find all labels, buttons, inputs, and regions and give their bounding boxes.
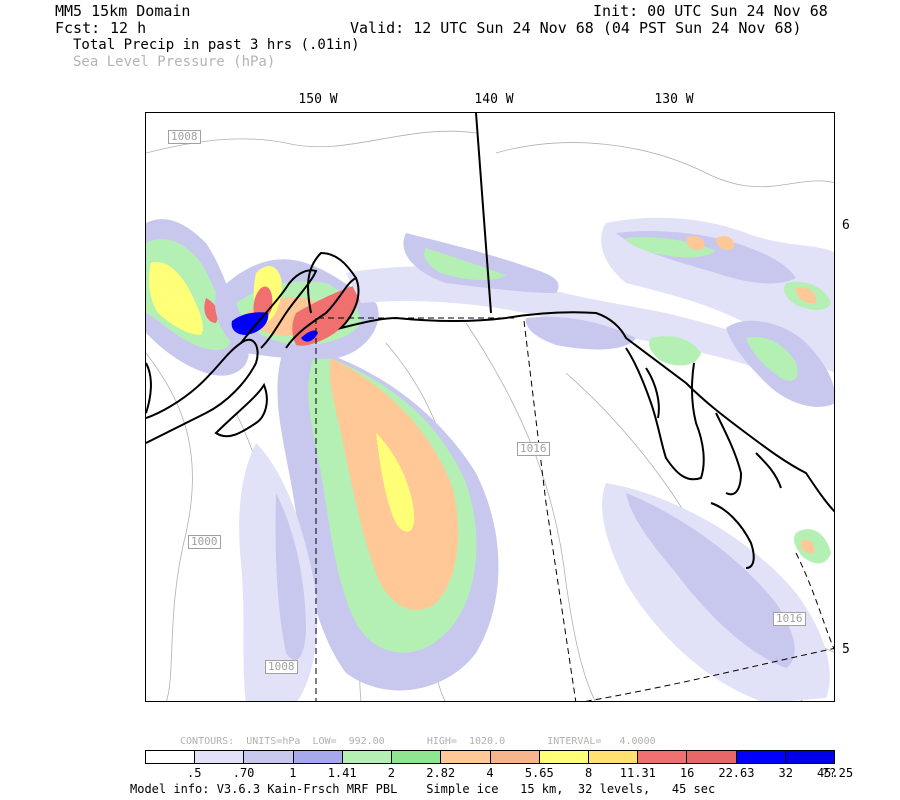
lon-label-130w: 130 W <box>654 92 694 107</box>
contour-label: 1000 <box>188 535 221 549</box>
lon-label-140w: 140 W <box>474 92 514 107</box>
colorbar-tick-label: 1.41 <box>327 766 357 780</box>
colorbar-cell <box>342 751 393 763</box>
domain-title: MM5 15km Domain <box>55 2 191 20</box>
colorbar-tick-label: .5 <box>187 766 202 780</box>
precip-colorbar <box>145 750 835 764</box>
contour-label: 1016 <box>773 612 806 626</box>
colorbar-tick-label: 22.63 <box>718 766 755 780</box>
valid-time: Valid: 12 UTC Sun 24 Nov 68 (04 PST Sun … <box>350 19 802 37</box>
lat-label-50n: 5 <box>842 642 850 657</box>
coastlines <box>146 113 834 569</box>
lon-label-150w: 150 W <box>298 92 338 107</box>
field-slp-title: Sea Level Pressure (hPa) <box>73 54 276 70</box>
precip-field <box>146 217 834 701</box>
model-info: Model info: V3.6.3 Kain-Frsch MRF PBL Si… <box>130 782 716 796</box>
boundary-lines <box>315 317 834 701</box>
colorbar-tick-label: 2 <box>387 766 396 780</box>
contour-label: 1008 <box>265 660 298 674</box>
field-precip-title: Total Precip in past 3 hrs (.01in) <box>73 37 360 53</box>
contour-info: CONTOURS: UNITS=hPa LOW= 992.00 HIGH= 10… <box>180 736 656 747</box>
colorbar-tick-label: 32 <box>778 766 793 780</box>
colorbar-cell <box>195 751 245 763</box>
colorbar-cell <box>293 751 343 763</box>
colorbar-cell <box>392 751 442 763</box>
precip-map <box>146 113 834 701</box>
colorbar-tick-label: 2.82 <box>426 766 456 780</box>
map-panel <box>145 112 835 702</box>
colorbar-tick-label: 11.31 <box>619 766 656 780</box>
forecast-label: Fcst: <box>55 19 101 37</box>
colorbar-cell <box>588 751 639 763</box>
colorbar-cell <box>638 751 688 763</box>
colorbar-tick-label: 4 <box>486 766 494 780</box>
colorbar-tick-label: 16 <box>679 766 695 780</box>
colorbar-tick-label: 1 <box>289 766 297 780</box>
colorbar-cell <box>146 751 196 763</box>
init-time: Init: 00 UTC Sun 24 Nov 68 <box>593 2 828 20</box>
colorbar-tick-label: 45.25 <box>816 766 854 780</box>
colorbar-tick-label: .70 <box>232 766 255 780</box>
colorbar-cell <box>441 751 491 763</box>
colorbar-cell <box>244 751 294 763</box>
colorbar-tick-label: 5.65 <box>524 766 554 780</box>
colorbar-tick-label: ?? <box>821 766 837 780</box>
contour-label: 1016 <box>517 442 550 456</box>
colorbar-cell <box>687 751 737 763</box>
contour-label: 1008 <box>168 130 201 144</box>
colorbar-cell <box>490 751 540 763</box>
forecast-hour: 12 h <box>110 19 147 37</box>
colorbar-cell <box>785 751 835 763</box>
colorbar-cell <box>736 751 786 763</box>
colorbar-tick-label: 8 <box>584 766 593 780</box>
colorbar-cell <box>539 751 589 763</box>
lat-label-60n: 6 <box>842 218 850 233</box>
